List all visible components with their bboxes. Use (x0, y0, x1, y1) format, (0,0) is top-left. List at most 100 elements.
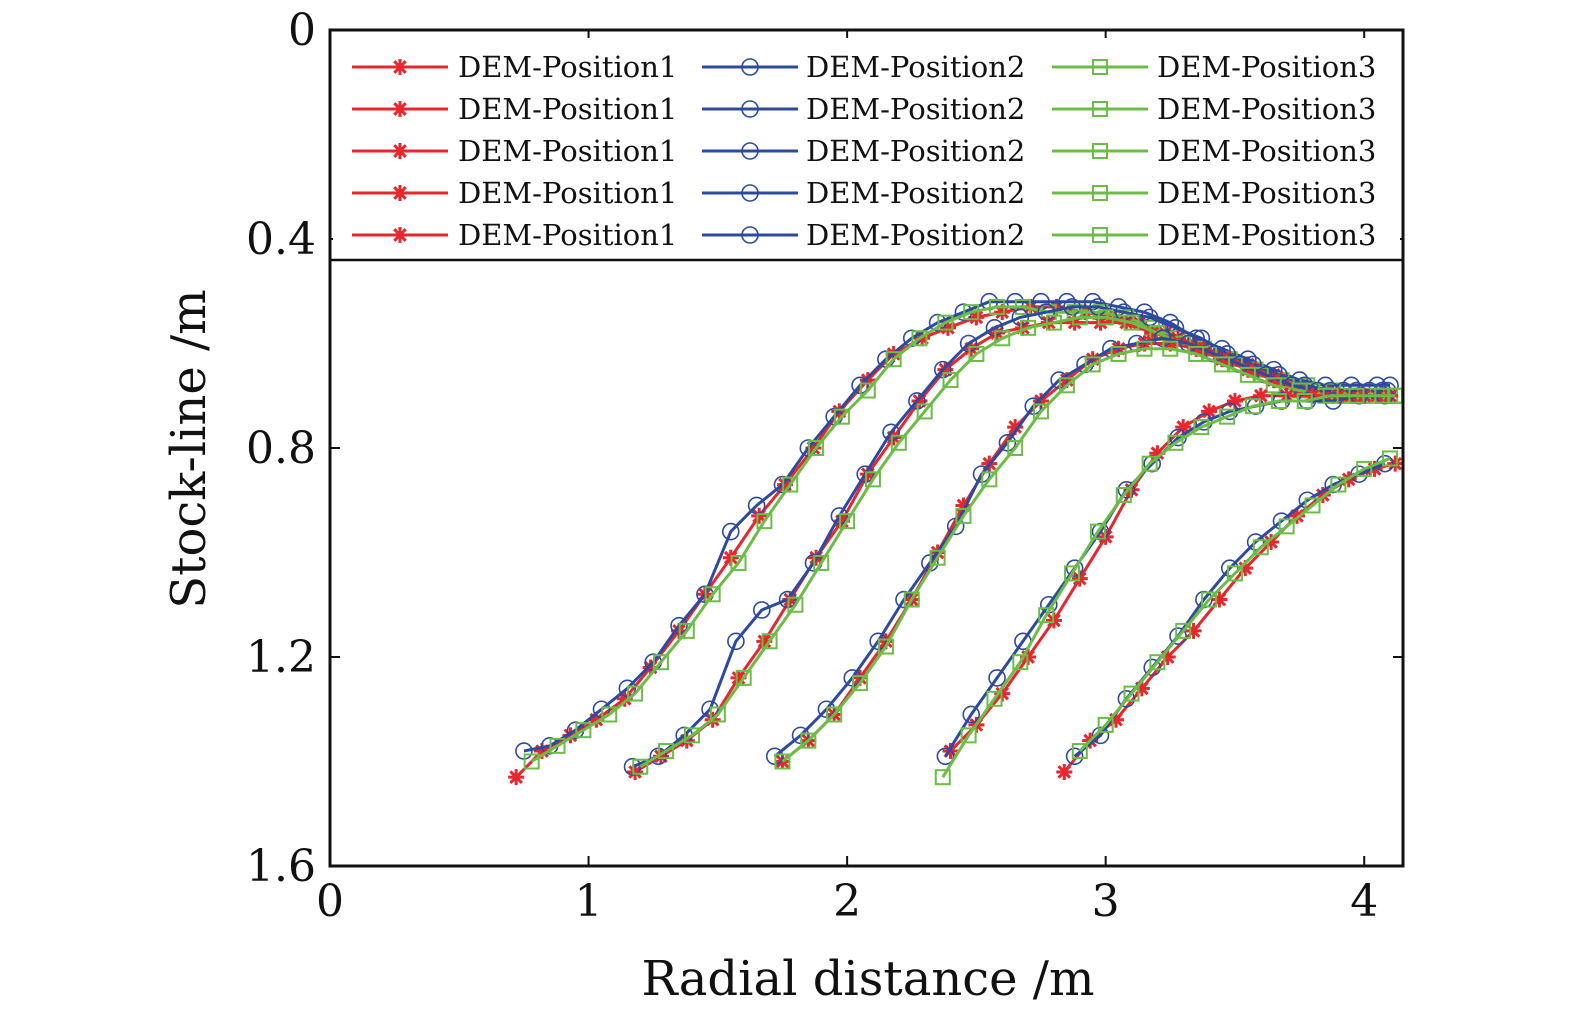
legend-entry-13: DEM-Position1 (352, 218, 677, 252)
series-4-point-6 (756, 633, 773, 650)
legend-entry-8: DEM-Position2 (702, 134, 1025, 168)
series-9-point-19 (1239, 366, 1256, 383)
series-6-point-2 (658, 743, 675, 760)
x-tick-label-5: 4 (1350, 876, 1378, 927)
series-6-point-5 (735, 669, 752, 686)
series-7-point-16 (1162, 335, 1179, 352)
series-6-point-9 (839, 513, 856, 530)
y-axis-title: Stock-line /m (161, 289, 217, 608)
series-4-point-10 (859, 466, 876, 483)
legend-entry-10: DEM-Position1 (352, 176, 677, 210)
legend-entry-5: DEM-Position2 (702, 92, 1025, 126)
legend-entry-11: DEM-Position2 (702, 176, 1025, 210)
series-3-point-12 (808, 440, 825, 456)
legend-entry-2: DEM-Position2 (702, 50, 1025, 84)
series-12-point-4 (1012, 654, 1029, 671)
legend-marker-3 (1092, 59, 1108, 75)
series-15-point-11 (1330, 476, 1347, 493)
series-10-point-13 (1252, 387, 1269, 404)
series-7-point-1 (774, 753, 791, 770)
legend-marker-8 (741, 142, 759, 160)
series-9-point-6 (903, 591, 920, 608)
series-15-point-2 (1097, 716, 1114, 733)
series-11-point-8 (1117, 480, 1136, 499)
series-6-point-14 (968, 345, 985, 362)
series-1-point-6 (642, 659, 659, 676)
series-4-point-18 (1066, 314, 1083, 331)
series-6-point-1 (632, 758, 649, 775)
x-tick-label-3: 2 (833, 876, 861, 927)
legend-label-15: DEM-Position3 (1157, 218, 1376, 252)
series-13-point-1 (1056, 763, 1073, 780)
legend-label-9: DEM-Position3 (1157, 134, 1376, 168)
series-10-point-12 (1226, 392, 1243, 409)
series-9-point-17 (1188, 345, 1205, 362)
legend-label-2: DEM-Position2 (806, 50, 1025, 84)
series-1-point-12 (805, 440, 822, 456)
plot-area (508, 292, 1404, 786)
series-3-point-9 (730, 554, 747, 571)
series-9-point-7 (929, 549, 946, 566)
series-12-point-16 (1322, 387, 1339, 404)
legend-label-11: DEM-Position2 (806, 176, 1025, 210)
series-15-point-5 (1175, 622, 1192, 639)
series-2-point-9 (721, 522, 740, 541)
series-6-point-20 (1123, 314, 1140, 331)
series-12 (934, 387, 1404, 786)
series-3-point-6 (652, 654, 669, 671)
series-10-point-11 (1201, 403, 1218, 420)
series-12-point-11 (1193, 419, 1210, 436)
series-9-point-16 (1162, 340, 1179, 357)
series-7-point-11 (1033, 392, 1050, 409)
legend-marker-6 (1092, 101, 1108, 117)
series-12-point-13 (1245, 398, 1262, 415)
series-11-point-1 (936, 747, 955, 766)
series-6-point-7 (787, 596, 804, 613)
series-15-point-13 (1382, 450, 1399, 467)
series-6-point-4 (709, 706, 726, 723)
axes: 0 1 2 3 4 0 0.4 0.8 1.2 1.6 (246, 5, 1405, 927)
legend-marker-10 (392, 185, 408, 201)
series-9-point-5 (877, 638, 894, 655)
series-5-point-5 (727, 632, 745, 651)
legend-label-7: DEM-Position1 (458, 134, 677, 168)
series-13-point-9 (1263, 534, 1280, 551)
series-3-point-16 (911, 330, 928, 347)
legend-marker-15 (1092, 227, 1108, 243)
legend-entry-1: DEM-Position1 (352, 50, 677, 84)
series-12-point-18 (1374, 387, 1391, 404)
series-15-point-3 (1123, 685, 1140, 702)
series-4-point-15 (989, 325, 1006, 342)
series-13-point-3 (1108, 711, 1124, 728)
series-1-point-18 (968, 309, 985, 326)
series-6-point-19 (1097, 309, 1114, 326)
series-12-line (941, 394, 1396, 778)
series-9-point-1 (774, 753, 791, 770)
series-4-point-3 (678, 732, 695, 749)
series-12-point-5 (1038, 607, 1055, 624)
series-1-point-5 (616, 690, 633, 707)
legend-marker-5 (741, 100, 759, 118)
series-9-point-13 (1084, 356, 1101, 373)
series-13-point-11 (1314, 487, 1331, 504)
series-13-point-8 (1237, 560, 1254, 577)
series-9 (774, 340, 1404, 770)
series-9-point-2 (800, 732, 817, 749)
series-6-point-11 (890, 434, 907, 451)
series-6-point-17 (1045, 314, 1062, 331)
series-7-point-20 (1265, 372, 1282, 389)
legend-entry-7: DEM-Position1 (352, 134, 677, 168)
series-15-point-12 (1356, 460, 1373, 477)
series-3-point-3 (575, 722, 592, 739)
series-1-point-17 (939, 319, 956, 336)
series-12-point-9 (1141, 455, 1158, 472)
legend-label-12: DEM-Position3 (1157, 176, 1376, 210)
legend-label-8: DEM-Position2 (806, 134, 1025, 168)
series-1-point-2 (534, 743, 551, 760)
legend-entry-3: DEM-Position3 (1052, 50, 1376, 84)
series-13-point-5 (1159, 649, 1176, 665)
series-7-point-8 (955, 497, 972, 514)
legend-entry-6: DEM-Position3 (1052, 92, 1376, 126)
series-4-point-2 (652, 748, 669, 765)
